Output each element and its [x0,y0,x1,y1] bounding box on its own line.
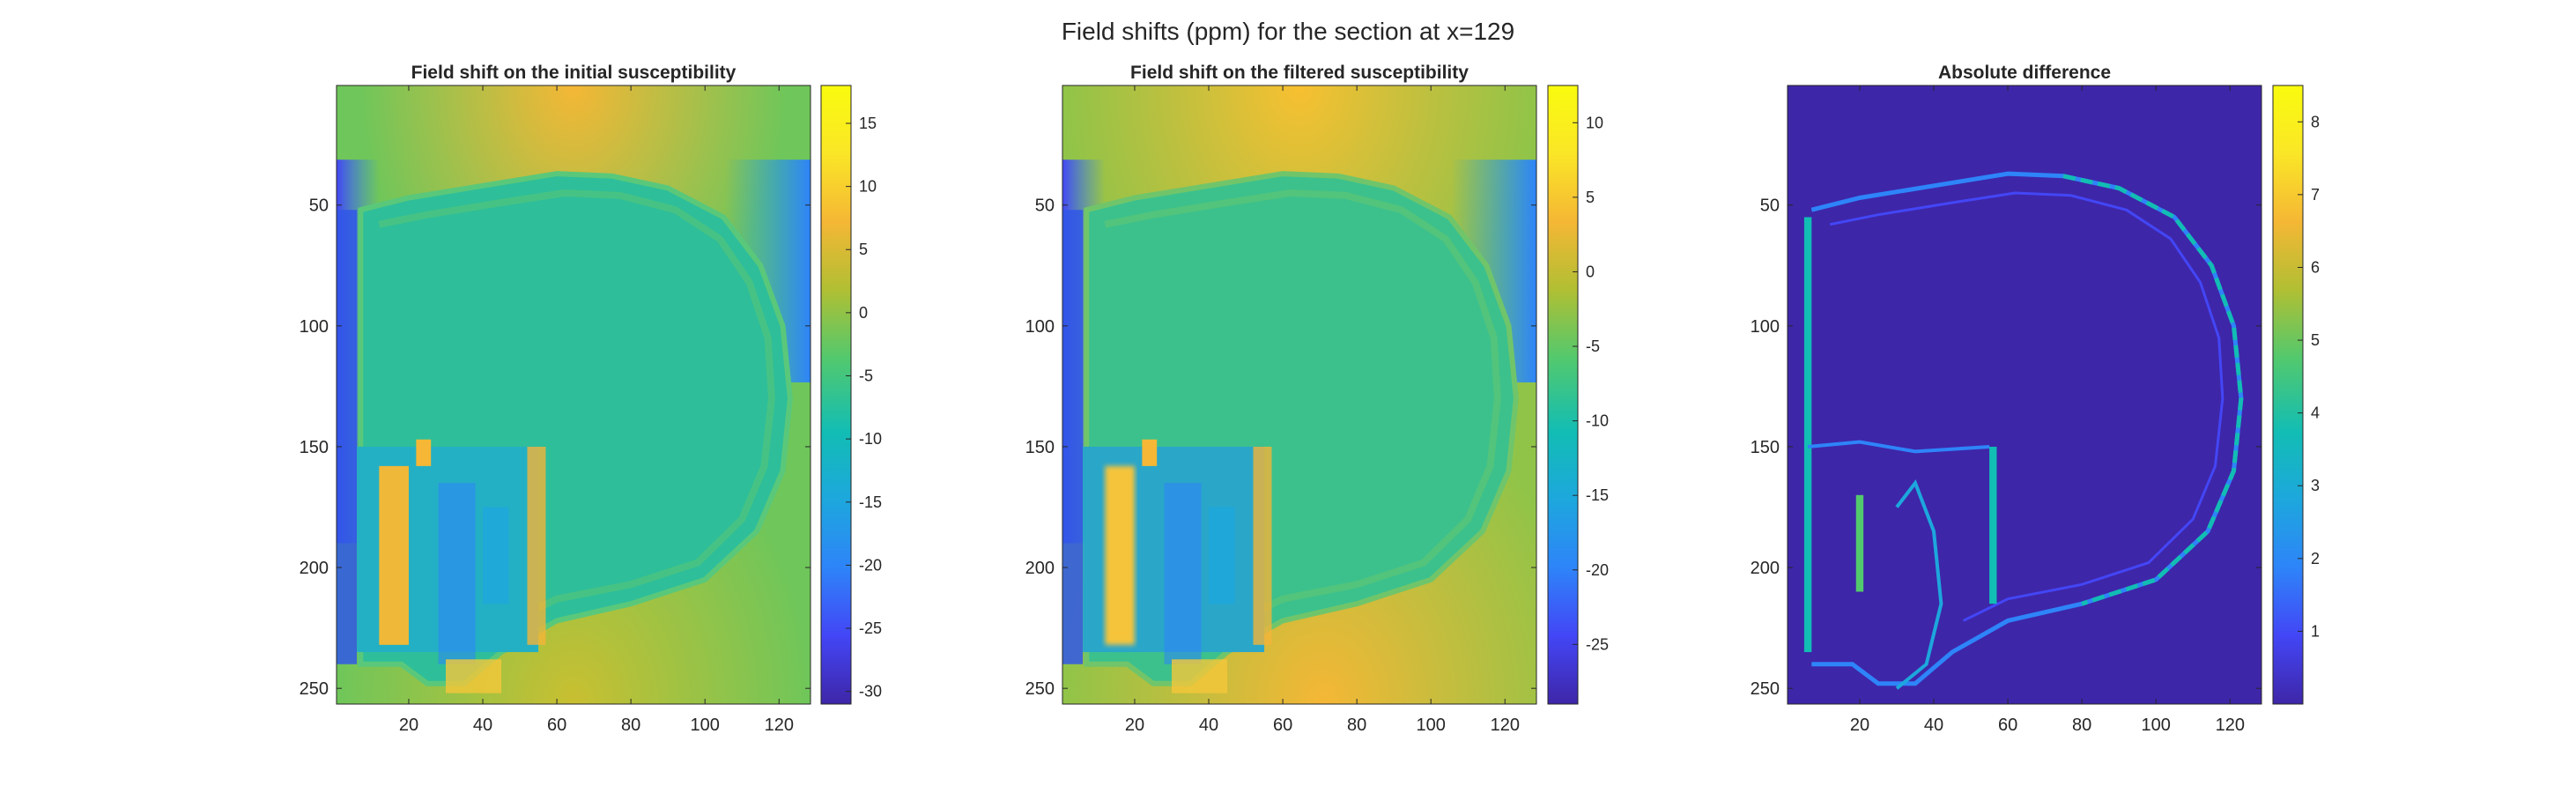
panel-title: Absolute difference [1938,63,2111,83]
colorbar-tick-label: 6 [2311,258,2320,276]
x-tick-label: 20 [399,716,418,735]
colorbar-tick-label: -25 [1586,635,1609,653]
x-tick-label: 120 [2216,716,2245,735]
panel-title: Field shift on the filtered susceptibili… [1130,63,1469,83]
colorbar-tick-label: 0 [859,304,868,322]
colorbar-tick-label: -30 [859,683,882,701]
colorbar [2272,85,2304,705]
y-tick-label: 150 [300,438,329,457]
heatmap-image-3 [1788,85,2261,704]
x-tick-label: 40 [1924,716,1943,735]
colorbar-tick-label: -5 [1586,337,1600,355]
y-tick-label: 150 [1025,438,1055,457]
x-tick-label: 60 [547,716,566,735]
panel-2: Field shift on the filtered susceptibili… [1025,63,1609,735]
colorbar-tick-label: 5 [2311,331,2320,349]
colorbar-tick-label: 10 [859,178,877,196]
y-tick-label: 150 [1751,438,1780,457]
axes-frame [1787,85,2262,705]
colorbar-tick-label: 2 [2311,550,2320,567]
y-tick-label: 200 [300,559,329,578]
colorbar-tick-label: 4 [2311,404,2320,422]
axes-frame [1062,85,1537,705]
colorbar-tick-label: 5 [1586,189,1595,206]
x-tick-label: 20 [1125,716,1144,735]
x-tick-label: 60 [1998,716,2017,735]
colorbar [1547,85,1579,705]
colorbar-tick-label: 15 [859,115,877,132]
y-tick-label: 50 [1035,196,1055,216]
x-tick-label: 40 [1199,716,1218,735]
y-tick-label: 50 [309,196,329,216]
colorbar-tick-label: 5 [859,241,868,258]
x-tick-label: 100 [2142,716,2171,735]
colorbar-tick-label: -5 [859,367,873,385]
heatmap-image-2 [1062,85,1536,704]
y-tick-label: 100 [1751,317,1780,337]
x-tick-label: 60 [1273,716,1292,735]
x-tick-label: 80 [2072,716,2091,735]
colorbar-tick-label: 0 [1586,263,1595,280]
x-tick-label: 120 [1491,716,1520,735]
colorbar-tick-label: -25 [859,619,882,637]
colorbar-tick-label: 7 [2311,186,2320,204]
y-tick-label: 100 [1025,317,1055,337]
heatmap-image-1 [337,85,811,704]
colorbar [820,85,852,705]
y-tick-label: 50 [1760,196,1780,216]
y-tick-label: 250 [1025,679,1055,699]
y-tick-label: 250 [1751,679,1780,699]
y-tick-label: 100 [300,317,329,337]
colorbar-tick-label: 3 [2311,477,2320,494]
y-tick-label: 200 [1751,559,1780,578]
colorbar-tick-label: -20 [1586,561,1609,579]
panel-title: Field shift on the initial susceptibilit… [411,63,737,83]
figure-suptitle: Field shifts (ppm) for the section at x=… [1061,18,1515,45]
x-tick-label: 80 [621,716,640,735]
x-tick-label: 80 [1347,716,1366,735]
colorbar-tick-label: 10 [1586,114,1603,131]
colorbar-tick-label: -15 [859,493,882,511]
colorbar-tick-label: -10 [1586,412,1609,430]
x-tick-label: 20 [1850,716,1869,735]
y-tick-label: 200 [1025,559,1055,578]
y-tick-label: 250 [300,679,329,699]
x-tick-label: 40 [473,716,492,735]
colorbar-tick-label: -10 [859,430,882,448]
colorbar-tick-label: 8 [2311,113,2320,130]
axes-frame [336,85,811,705]
x-tick-label: 100 [691,716,720,735]
colorbar-tick-label: -15 [1586,486,1609,504]
x-tick-label: 120 [765,716,794,735]
x-tick-label: 100 [1417,716,1446,735]
colorbar-tick-label: -20 [859,556,882,574]
panel-1: Field shift on the initial susceptibilit… [300,63,882,735]
colorbar-tick-label: 1 [2311,622,2320,640]
